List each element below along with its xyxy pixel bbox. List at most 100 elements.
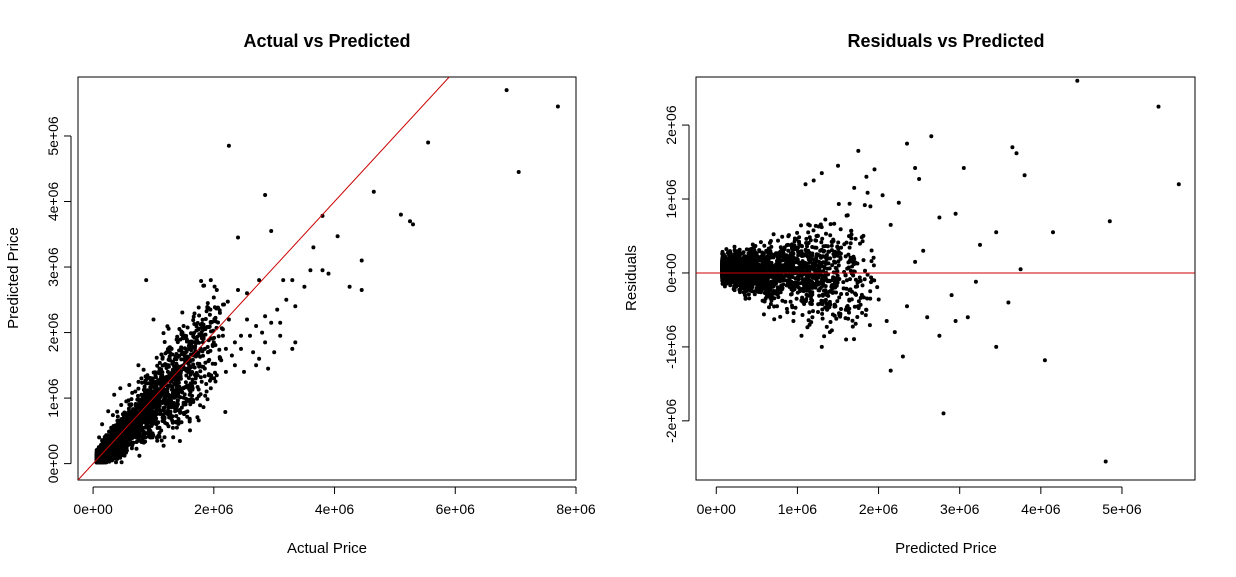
data-point [214,288,219,292]
data-point [124,429,129,434]
data-point [831,239,836,243]
data-point [774,251,778,256]
data-point [135,432,140,437]
data-point [217,347,222,352]
data-point [852,337,856,342]
data-point [818,301,823,306]
data-point [203,393,208,398]
data-point [150,435,155,440]
data-point [191,314,196,319]
data-point [199,379,204,384]
data-point [816,275,821,280]
data-point [157,369,161,374]
data-point [134,446,139,451]
data-point [143,399,147,404]
data-point [154,406,159,411]
data-point [302,284,307,289]
data-point [772,304,777,309]
data-point [199,364,204,369]
data-point [750,255,755,260]
data-point [838,314,843,319]
chart-title: Residuals vs Predicted [847,31,1044,51]
data-point [200,317,205,322]
data-point [173,419,178,424]
data-point [174,394,179,399]
data-point [205,301,210,306]
data-point [184,373,189,378]
data-point [141,387,146,392]
data-point [94,456,99,461]
data-point [836,263,841,268]
data-point [157,434,162,439]
data-point [830,263,835,268]
data-point [824,324,829,329]
data-point [198,403,203,408]
data-point [778,262,782,267]
data-point [97,435,102,440]
reference-line [78,77,450,480]
data-point [281,278,286,283]
data-point [124,416,129,421]
data-point [320,268,325,273]
data-point [159,438,164,443]
data-point [204,389,209,394]
data-point [862,277,867,282]
x-tick-label: 6e+06 [436,501,476,517]
data-point [254,324,259,328]
data-point [824,293,829,297]
data-point [107,451,112,456]
data-point [198,392,203,397]
data-point [825,244,830,249]
data-point [858,241,862,246]
data-point [852,304,857,309]
data-point [752,292,757,297]
data-point [114,444,119,449]
data-point [135,429,140,434]
data-point [284,297,289,302]
data-point [795,281,800,285]
data-point [853,236,858,241]
data-point [195,415,200,420]
data-point [867,323,872,328]
data-point [774,267,779,272]
data-point [260,330,265,335]
data-point [855,315,860,319]
data-point [119,424,124,429]
data-point [232,363,237,368]
data-point [724,247,729,252]
data-point [182,367,187,372]
y-tick-label: 1e+06 [45,378,61,418]
data-point [108,433,113,438]
data-point [761,312,766,317]
data-point [784,306,789,311]
data-point [163,351,168,356]
data-point [820,316,825,321]
data-point [187,363,192,368]
data-point [225,299,230,304]
data-point [853,321,858,326]
data-point [142,434,147,439]
data-point [820,307,825,312]
data-point [99,444,104,449]
data-point [754,253,759,258]
data-point [178,374,183,379]
data-point [151,402,156,407]
data-point [174,366,179,371]
data-point [308,268,313,273]
data-point [140,380,145,385]
data-point [182,392,187,397]
data-point [749,246,754,251]
data-point [169,416,174,421]
data-point [278,320,283,325]
data-point [174,414,179,418]
data-point [198,369,203,374]
data-point [123,432,128,437]
data-point [212,284,217,289]
data-point [179,345,184,350]
data-point [196,327,201,332]
scatter-points [94,88,560,465]
data-point [103,440,108,445]
data-point [426,140,431,145]
data-point [179,405,184,410]
data-point [153,373,158,377]
